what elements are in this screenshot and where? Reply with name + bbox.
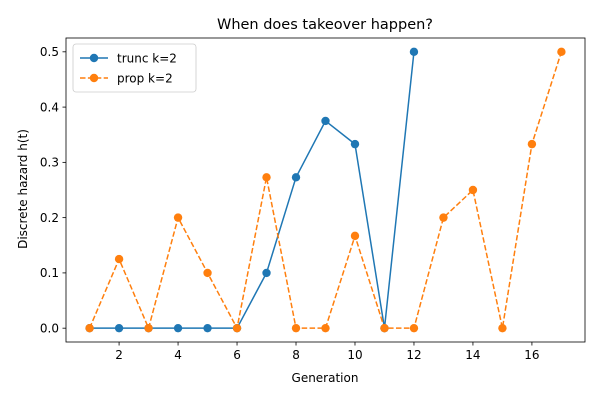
y-axis-label: Discrete hazard h(t)	[16, 129, 30, 249]
x-tick-label: 4	[174, 348, 182, 362]
x-tick-label: 16	[524, 348, 539, 362]
legend-label-prop-k-2: prop k=2	[117, 71, 173, 85]
x-axis-label: Generation	[292, 371, 359, 385]
plot-area: 2 4 6 8 10 12 14 16 0.0 0.1 0.2 0.3 0.4 0.5	[40, 37, 586, 362]
x-tick-label: 14	[465, 348, 480, 362]
y-tick-label: 0.3	[40, 156, 59, 170]
data-point-prop-k-2	[291, 323, 301, 333]
data-point-prop-k-2	[557, 47, 566, 57]
legend-box	[72, 43, 197, 93]
data-point-prop-k-2	[203, 268, 212, 278]
data-point-trunc-k-2	[173, 323, 183, 333]
axes-frame	[65, 37, 586, 343]
data-point-prop-k-2	[380, 323, 389, 333]
data-point-prop-k-2	[527, 139, 537, 149]
data-point-trunc-k-2	[114, 323, 124, 333]
legend-marker-prop-k-2	[89, 73, 99, 83]
chart-title: When does takeover happen?	[217, 17, 433, 33]
data-point-prop-k-2	[439, 213, 448, 222]
data-point-prop-k-2	[173, 213, 183, 222]
data-point-prop-k-2	[350, 231, 360, 241]
x-tick-label: 12	[406, 348, 421, 362]
data-point-trunc-k-2	[350, 139, 360, 149]
series-line-trunc-k-2	[89, 51, 415, 329]
legend: trunc k=2 prop k=2	[72, 43, 197, 93]
data-point-prop-k-2	[114, 254, 124, 264]
data-point-prop-k-2	[409, 323, 419, 333]
y-tick-label: 0.1	[40, 266, 59, 280]
x-tick-label: 10	[347, 348, 362, 362]
x-tick-label: 8	[292, 348, 300, 362]
data-point-prop-k-2	[85, 323, 94, 333]
data-point-trunc-k-2	[321, 116, 330, 126]
legend-label-trunc-k-2: trunc k=2	[117, 51, 177, 65]
data-point-prop-k-2	[262, 173, 271, 182]
data-point-trunc-k-2	[409, 47, 419, 57]
data-point-trunc-k-2	[262, 268, 271, 278]
data-point-prop-k-2	[232, 323, 242, 333]
data-point-trunc-k-2	[203, 323, 212, 333]
data-point-prop-k-2	[144, 323, 153, 333]
data-point-prop-k-2	[468, 185, 478, 195]
legend-marker-trunc-k-2	[89, 53, 99, 63]
data-point-trunc-k-2	[291, 173, 301, 182]
y-tick-label: 0.4	[40, 100, 59, 114]
data-point-prop-k-2	[321, 323, 330, 333]
y-tick-label: 0.5	[40, 45, 59, 59]
y-tick-label: 0.0	[40, 321, 59, 335]
x-tick-label: 6	[233, 348, 241, 362]
y-tick-label: 0.2	[40, 211, 59, 225]
data-point-prop-k-2	[498, 323, 507, 333]
x-tick-label: 2	[115, 348, 123, 362]
